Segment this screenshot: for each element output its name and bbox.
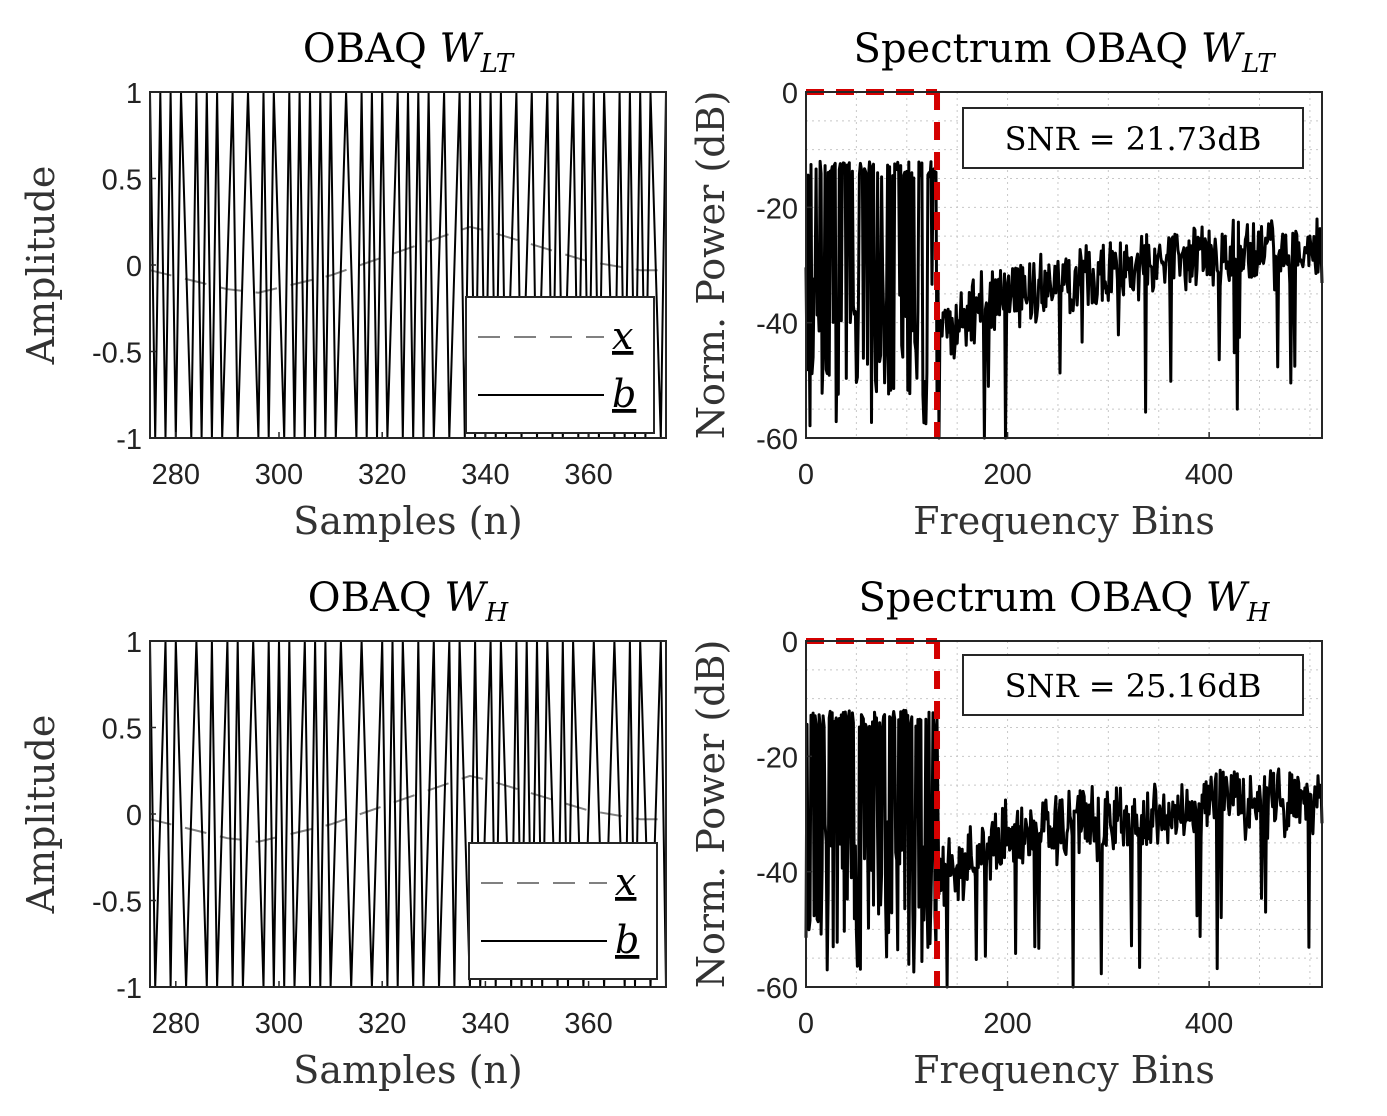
series-x-line <box>149 225 666 294</box>
x-tick-label: 200 <box>983 459 1031 491</box>
y-axis-label: Norm. Power (dB) <box>689 640 733 989</box>
chart-title-symbol: W <box>1206 575 1250 621</box>
y-tick-label: -1 <box>116 973 142 1005</box>
axes-box <box>805 640 1323 988</box>
x-tick-label: 280 <box>152 459 200 491</box>
y-axis-label: Amplitude <box>19 715 63 915</box>
y-tick-label: -0.5 <box>92 887 142 919</box>
y-tick-label: 0 <box>126 800 142 832</box>
chart-p1: 280 300 320 340 360 -1 -0.5 0 0.5 1 Samples (n) Amp… <box>19 26 667 543</box>
legend-x-label: x <box>612 314 633 358</box>
series-x-line <box>149 774 666 843</box>
y-tick-label: 0 <box>782 78 798 110</box>
x-axis-label: Frequency Bins <box>913 499 1215 543</box>
y-tick-label: 0 <box>126 251 142 283</box>
legend-x-label: x <box>615 860 636 904</box>
chart-title-text: OBAQ <box>308 575 445 621</box>
x-tick-label: 300 <box>255 459 303 491</box>
snr-box <box>962 654 1304 716</box>
chart-title-text: Spectrum OBAQ <box>854 26 1201 72</box>
y-tick-label: -60 <box>756 424 798 456</box>
snr-label: SNR = 25.16dB <box>1005 667 1262 705</box>
y-tick-label: -60 <box>756 973 798 1005</box>
chart-title: Spectrum OBAQ WH <box>858 575 1270 628</box>
x-tick-label: 0 <box>798 459 814 491</box>
y-tick-label: -20 <box>756 742 798 774</box>
snr-box <box>962 107 1304 169</box>
chart-title-text: Spectrum OBAQ <box>858 575 1205 621</box>
chart-title-text: OBAQ <box>303 26 440 72</box>
legend-box <box>465 296 655 434</box>
x-axis-label: Frequency Bins <box>913 1048 1215 1092</box>
chart-title-symbol: W <box>439 26 483 72</box>
x-tick-label: 320 <box>358 1008 406 1040</box>
series-spectrum-line <box>804 708 1324 989</box>
y-axis-label: Norm. Power (dB) <box>689 91 733 440</box>
legend-b-label: b <box>615 918 639 962</box>
legend-b-label: b <box>612 372 636 416</box>
snr-label: SNR = 21.73dB <box>1005 120 1262 158</box>
x-tick-label: 300 <box>255 1008 303 1040</box>
legend-box <box>468 842 658 980</box>
chart-title: OBAQ WLT <box>303 26 515 79</box>
series-spectrum-line <box>804 159 1324 440</box>
x-tick-label: 340 <box>461 459 509 491</box>
y-tick-label: -0.5 <box>92 338 142 370</box>
chart-p3: 280 300 320 340 360 -1 -0.5 0 0.5 1 Samples (n) Amp… <box>19 575 667 1092</box>
y-tick-label: 1 <box>126 627 142 659</box>
legend: xb <box>465 296 655 434</box>
chart-title: Spectrum OBAQ WLT <box>854 26 1277 79</box>
x-axis-label: Samples (n) <box>293 499 522 543</box>
chart-title-subscript: H <box>485 598 510 628</box>
chart-title-symbol: W <box>444 575 488 621</box>
x-tick-label: 320 <box>358 459 406 491</box>
y-tick-label: 0.5 <box>102 714 142 746</box>
x-tick-label: 360 <box>564 459 612 491</box>
y-tick-label: 0.5 <box>102 165 142 197</box>
x-tick-label: 0 <box>798 1008 814 1040</box>
y-tick-label: -40 <box>756 309 798 341</box>
chart-title-subscript: H <box>1246 598 1271 628</box>
x-axis-label: Samples (n) <box>293 1048 522 1092</box>
x-tick-label: 280 <box>152 1008 200 1040</box>
snr-annotation: SNR = 25.16dB <box>962 654 1304 716</box>
y-tick-label: 1 <box>126 78 142 110</box>
x-tick-label: 400 <box>1185 1008 1233 1040</box>
snr-annotation: SNR = 21.73dB <box>962 107 1304 169</box>
x-tick-label: 400 <box>1185 459 1233 491</box>
y-tick-label: 0 <box>782 627 798 659</box>
x-tick-label: 340 <box>461 1008 509 1040</box>
chart-title: OBAQ WH <box>308 575 510 628</box>
chart-title-subscript: LT <box>1241 49 1276 79</box>
chart-p2: 0 200 400 -60 -40 -20 0 Frequency Bins Norm. Pow… <box>689 26 1324 543</box>
chart-title-subscript: LT <box>480 49 515 79</box>
chart-p4: 0 200 400 -60 -40 -20 0 Frequency Bins Norm. Pow… <box>689 575 1324 1092</box>
y-axis-label: Amplitude <box>19 166 63 366</box>
y-tick-label: -20 <box>756 193 798 225</box>
axes-box <box>805 91 1323 439</box>
x-tick-label: 360 <box>564 1008 612 1040</box>
legend: xb <box>468 842 658 980</box>
x-tick-label: 200 <box>983 1008 1031 1040</box>
chart-title-symbol: W <box>1201 26 1245 72</box>
y-tick-label: -40 <box>756 858 798 890</box>
y-tick-label: -1 <box>116 424 142 456</box>
